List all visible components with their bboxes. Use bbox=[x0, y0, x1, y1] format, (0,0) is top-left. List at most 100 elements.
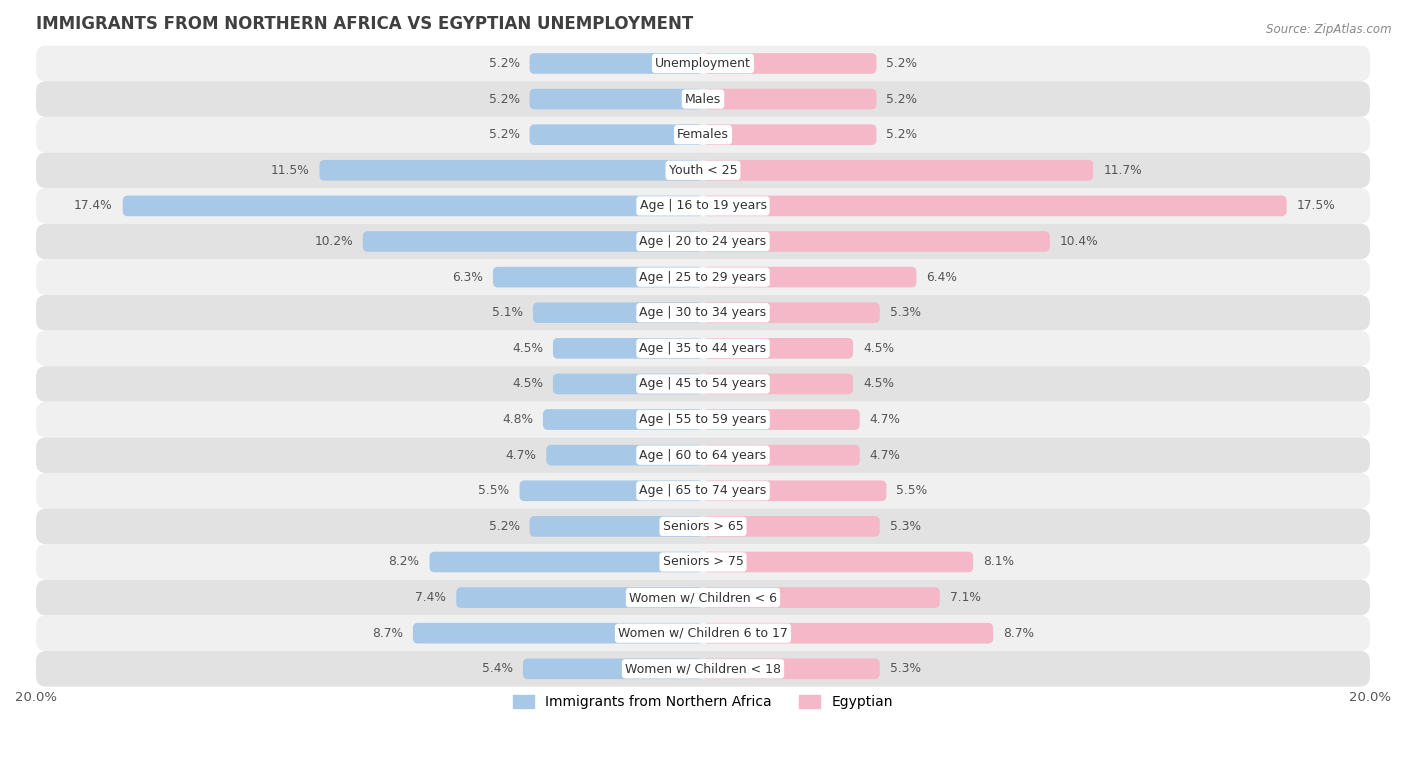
Text: Age | 25 to 29 years: Age | 25 to 29 years bbox=[640, 270, 766, 284]
FancyBboxPatch shape bbox=[530, 124, 703, 145]
Text: Unemployment: Unemployment bbox=[655, 57, 751, 70]
Text: 4.7%: 4.7% bbox=[505, 449, 536, 462]
Text: Seniors > 65: Seniors > 65 bbox=[662, 520, 744, 533]
Text: 5.2%: 5.2% bbox=[488, 92, 520, 105]
FancyBboxPatch shape bbox=[429, 552, 703, 572]
Text: Age | 35 to 44 years: Age | 35 to 44 years bbox=[640, 342, 766, 355]
Text: 5.2%: 5.2% bbox=[886, 128, 918, 142]
FancyBboxPatch shape bbox=[703, 53, 876, 73]
Text: 6.4%: 6.4% bbox=[927, 270, 957, 284]
Text: Women w/ Children < 18: Women w/ Children < 18 bbox=[626, 662, 780, 675]
FancyBboxPatch shape bbox=[37, 438, 1369, 473]
FancyBboxPatch shape bbox=[37, 544, 1369, 580]
Text: 10.2%: 10.2% bbox=[314, 235, 353, 248]
FancyBboxPatch shape bbox=[703, 445, 859, 466]
FancyBboxPatch shape bbox=[703, 481, 886, 501]
FancyBboxPatch shape bbox=[37, 224, 1369, 260]
Text: Age | 30 to 34 years: Age | 30 to 34 years bbox=[640, 307, 766, 319]
FancyBboxPatch shape bbox=[703, 623, 993, 643]
FancyBboxPatch shape bbox=[37, 366, 1369, 402]
Text: 5.2%: 5.2% bbox=[488, 57, 520, 70]
Text: 4.5%: 4.5% bbox=[863, 342, 894, 355]
FancyBboxPatch shape bbox=[37, 615, 1369, 651]
FancyBboxPatch shape bbox=[703, 89, 876, 110]
FancyBboxPatch shape bbox=[533, 302, 703, 323]
Text: 5.1%: 5.1% bbox=[492, 307, 523, 319]
Text: 4.7%: 4.7% bbox=[870, 413, 901, 426]
Text: 8.7%: 8.7% bbox=[1002, 627, 1035, 640]
FancyBboxPatch shape bbox=[703, 410, 859, 430]
Text: 8.7%: 8.7% bbox=[371, 627, 404, 640]
FancyBboxPatch shape bbox=[413, 623, 703, 643]
FancyBboxPatch shape bbox=[37, 509, 1369, 544]
Text: 5.4%: 5.4% bbox=[482, 662, 513, 675]
Text: 5.3%: 5.3% bbox=[890, 520, 921, 533]
Text: 5.2%: 5.2% bbox=[488, 520, 520, 533]
FancyBboxPatch shape bbox=[37, 580, 1369, 615]
Text: 5.3%: 5.3% bbox=[890, 662, 921, 675]
FancyBboxPatch shape bbox=[553, 374, 703, 394]
FancyBboxPatch shape bbox=[703, 587, 939, 608]
FancyBboxPatch shape bbox=[523, 659, 703, 679]
FancyBboxPatch shape bbox=[530, 89, 703, 110]
FancyBboxPatch shape bbox=[547, 445, 703, 466]
Text: 17.4%: 17.4% bbox=[75, 199, 112, 213]
Text: 11.5%: 11.5% bbox=[271, 164, 309, 177]
Text: Seniors > 75: Seniors > 75 bbox=[662, 556, 744, 569]
Text: 5.3%: 5.3% bbox=[890, 307, 921, 319]
FancyBboxPatch shape bbox=[703, 266, 917, 288]
Text: 5.5%: 5.5% bbox=[897, 484, 928, 497]
FancyBboxPatch shape bbox=[37, 260, 1369, 295]
Text: 8.1%: 8.1% bbox=[983, 556, 1014, 569]
FancyBboxPatch shape bbox=[703, 302, 880, 323]
Text: Age | 16 to 19 years: Age | 16 to 19 years bbox=[640, 199, 766, 213]
FancyBboxPatch shape bbox=[520, 481, 703, 501]
FancyBboxPatch shape bbox=[37, 117, 1369, 152]
FancyBboxPatch shape bbox=[543, 410, 703, 430]
Text: 5.2%: 5.2% bbox=[886, 92, 918, 105]
Text: 4.8%: 4.8% bbox=[502, 413, 533, 426]
FancyBboxPatch shape bbox=[553, 338, 703, 359]
FancyBboxPatch shape bbox=[37, 45, 1369, 81]
Text: Age | 20 to 24 years: Age | 20 to 24 years bbox=[640, 235, 766, 248]
Text: 8.2%: 8.2% bbox=[388, 556, 419, 569]
FancyBboxPatch shape bbox=[703, 516, 880, 537]
FancyBboxPatch shape bbox=[37, 81, 1369, 117]
Text: 7.1%: 7.1% bbox=[950, 591, 980, 604]
Text: 4.7%: 4.7% bbox=[870, 449, 901, 462]
FancyBboxPatch shape bbox=[494, 266, 703, 288]
Text: Females: Females bbox=[678, 128, 728, 142]
Text: 6.3%: 6.3% bbox=[451, 270, 482, 284]
Text: 4.5%: 4.5% bbox=[512, 378, 543, 391]
Text: Age | 65 to 74 years: Age | 65 to 74 years bbox=[640, 484, 766, 497]
FancyBboxPatch shape bbox=[37, 188, 1369, 224]
FancyBboxPatch shape bbox=[37, 651, 1369, 687]
Text: Youth < 25: Youth < 25 bbox=[669, 164, 737, 177]
Text: 5.2%: 5.2% bbox=[488, 128, 520, 142]
FancyBboxPatch shape bbox=[37, 152, 1369, 188]
Text: Women w/ Children < 6: Women w/ Children < 6 bbox=[628, 591, 778, 604]
Text: Age | 45 to 54 years: Age | 45 to 54 years bbox=[640, 378, 766, 391]
FancyBboxPatch shape bbox=[37, 402, 1369, 438]
FancyBboxPatch shape bbox=[530, 516, 703, 537]
FancyBboxPatch shape bbox=[703, 231, 1050, 252]
Text: IMMIGRANTS FROM NORTHERN AFRICA VS EGYPTIAN UNEMPLOYMENT: IMMIGRANTS FROM NORTHERN AFRICA VS EGYPT… bbox=[37, 15, 693, 33]
FancyBboxPatch shape bbox=[363, 231, 703, 252]
Text: 11.7%: 11.7% bbox=[1104, 164, 1142, 177]
FancyBboxPatch shape bbox=[37, 331, 1369, 366]
Legend: Immigrants from Northern Africa, Egyptian: Immigrants from Northern Africa, Egyptia… bbox=[508, 690, 898, 715]
FancyBboxPatch shape bbox=[37, 295, 1369, 331]
Text: 5.2%: 5.2% bbox=[886, 57, 918, 70]
FancyBboxPatch shape bbox=[703, 195, 1286, 217]
FancyBboxPatch shape bbox=[122, 195, 703, 217]
Text: 7.4%: 7.4% bbox=[415, 591, 446, 604]
Text: Age | 60 to 64 years: Age | 60 to 64 years bbox=[640, 449, 766, 462]
FancyBboxPatch shape bbox=[456, 587, 703, 608]
FancyBboxPatch shape bbox=[703, 659, 880, 679]
FancyBboxPatch shape bbox=[703, 124, 876, 145]
Text: Women w/ Children 6 to 17: Women w/ Children 6 to 17 bbox=[619, 627, 787, 640]
Text: 17.5%: 17.5% bbox=[1296, 199, 1336, 213]
FancyBboxPatch shape bbox=[703, 160, 1094, 181]
FancyBboxPatch shape bbox=[319, 160, 703, 181]
Text: 10.4%: 10.4% bbox=[1060, 235, 1098, 248]
